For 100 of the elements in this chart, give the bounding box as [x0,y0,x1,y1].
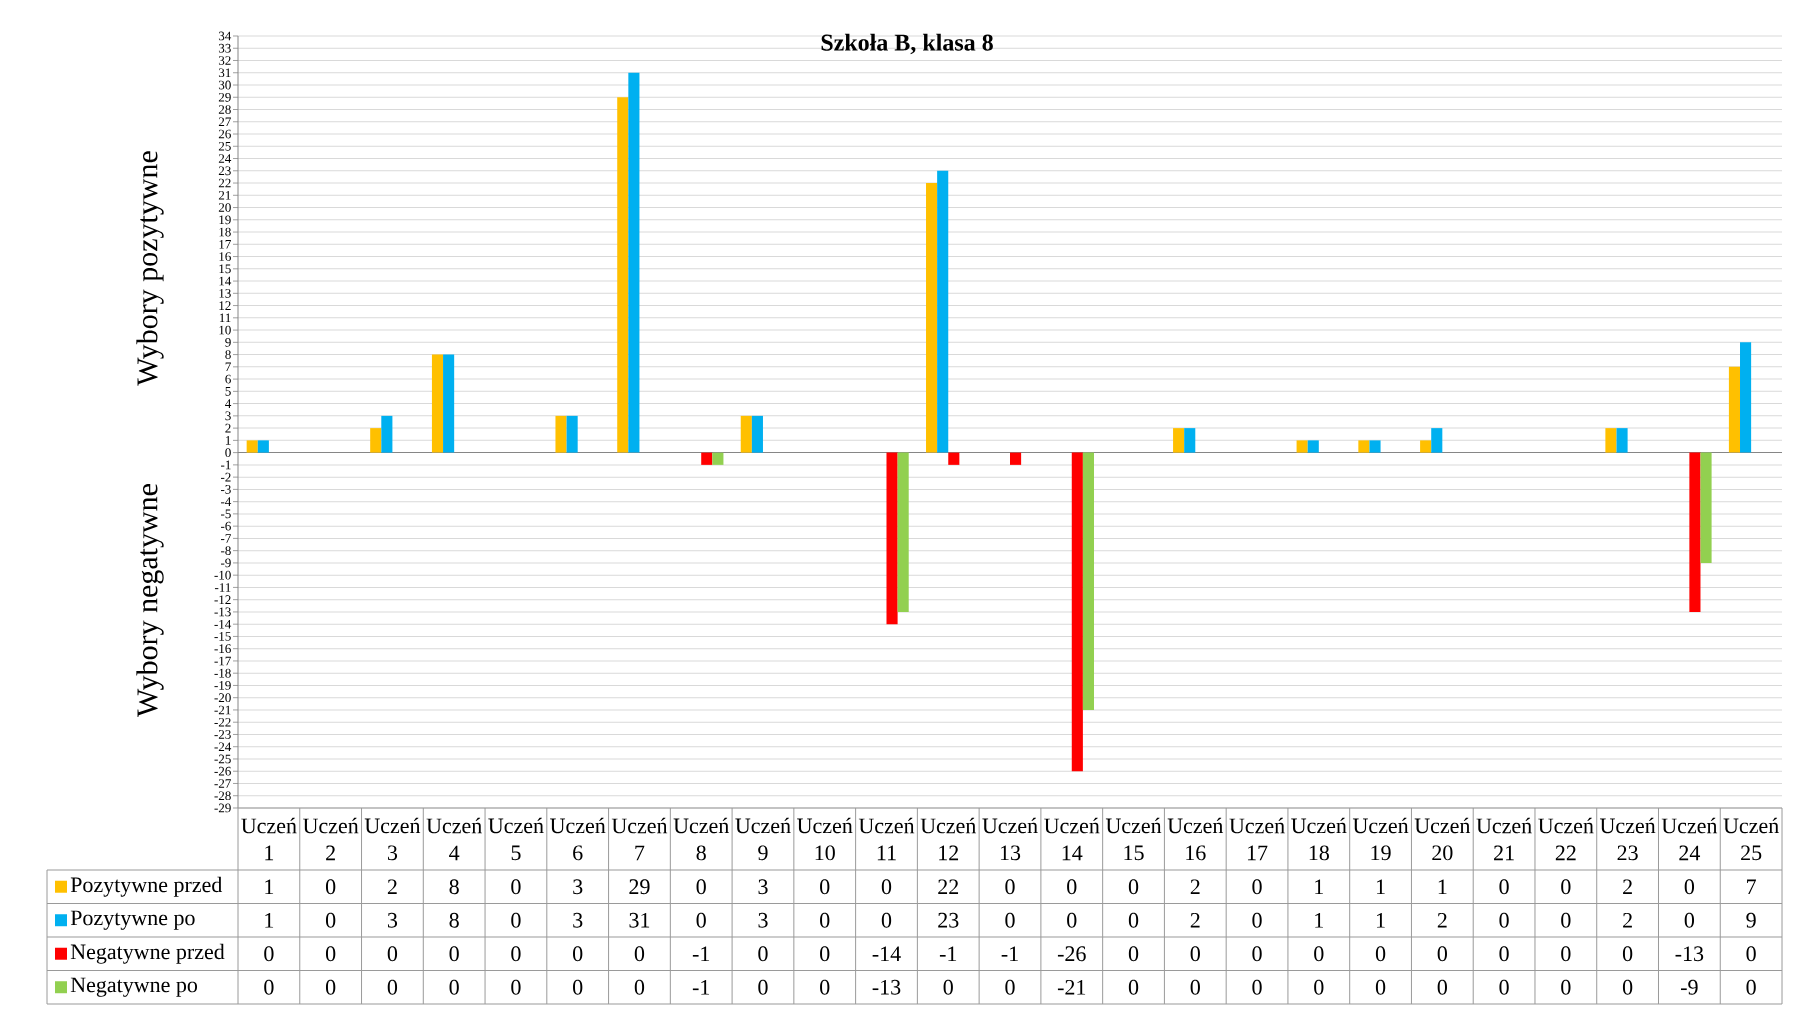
y-tick-label: 33 [218,43,231,53]
data-label: 0 [1746,946,1756,962]
y-tick-label: -13 [214,607,231,617]
bar [617,97,629,453]
y-tick-label: 24 [218,154,232,163]
x-tick-label: Uczeń 1 [241,817,297,861]
data-label: 0 [943,979,953,995]
data-label: 2 [1623,879,1632,895]
data-label: 0 [1499,979,1509,995]
y-tick-label: 25 [218,141,231,151]
x-tick-label: Uczeń 5 [488,817,544,861]
data-label: 0 [1252,979,1262,995]
y-tick-label: 4 [225,399,232,408]
y-tick-label: 10 [219,325,231,335]
bar [1605,428,1617,453]
data-label: 0 [1684,879,1695,895]
data-label: 0 [1005,879,1015,895]
bar [1071,452,1083,772]
data-label: 0 [634,946,645,962]
x-tick-label: Uczeń 4 [426,817,482,861]
y-tick-label: -4 [220,497,232,506]
y-tick-label: -18 [214,668,231,678]
data-label: 0 [264,946,274,962]
data-label: 0 [1128,979,1139,995]
x-tick-label: Uczeń 24 [1661,817,1718,861]
y-tick-label: 2 [225,423,231,433]
data-label: 0 [1561,979,1571,995]
bar [712,452,724,465]
bar [1689,452,1701,612]
bar [628,72,640,453]
data-label: 0 [449,946,459,962]
y-tick-label: 26 [218,129,231,139]
data-label: 0 [325,979,336,995]
x-tick-label: Uczeń 11 [858,817,915,861]
data-label: 0 [820,879,830,895]
data-label: 0 [264,979,274,995]
data-label: 3 [387,912,398,928]
data-label: 1 [1315,912,1323,928]
data-label: 0 [1499,879,1509,895]
bar [370,428,382,453]
y-tick-label: 6 [225,374,231,384]
data-label: 8 [449,912,459,928]
y-tick-label: 18 [219,227,231,237]
y-tick-label: -29 [214,803,231,813]
data-label: 29 [629,879,650,895]
y-tick-label: -9 [220,558,231,568]
data-label: 0 [820,946,830,962]
data-label: 3 [758,879,768,895]
bar [1173,428,1185,453]
data-label: 9 [1746,912,1756,928]
data-label: -13 [1675,946,1704,962]
data-label: 0 [696,912,706,928]
data-label: 0 [1561,946,1571,962]
legend-label: Pozytywne przed [70,876,223,897]
data-label: 0 [511,979,521,995]
y-tick-label: -21 [214,705,231,715]
bar [740,415,752,453]
x-tick-label: Uczeń 2 [303,817,359,861]
bar [886,452,898,625]
y-tick-label: -23 [214,730,231,739]
data-label: 1 [1377,912,1385,928]
x-tick-label: Uczeń 14 [1044,817,1100,861]
data-label: 0 [325,912,336,928]
data-label: 1 [1315,879,1323,894]
data-label: 0 [1561,912,1571,928]
bar [1728,366,1741,453]
y-tick-label: 12 [219,301,231,310]
x-tick-label: Uczeń 9 [735,817,791,861]
bar [948,452,960,465]
data-label: 0 [1314,946,1324,962]
bar [1431,428,1443,453]
data-label: 0 [881,879,892,895]
y-tick-label: 32 [218,56,231,65]
data-label: 3 [573,879,583,895]
data-label: 1 [1438,879,1447,894]
y-tick-label: -5 [220,509,231,519]
x-tick-label: Uczeń 19 [1352,817,1409,861]
data-label: 0 [449,979,459,995]
bar [751,415,763,453]
data-label: 0 [573,946,583,962]
data-label: 8 [449,879,459,895]
data-label: 0 [511,912,521,928]
data-label: 0 [1561,879,1571,895]
x-tick-label: Uczeń 22 [1538,817,1594,861]
y-tick-label: 5 [225,387,231,396]
data-label: 22 [938,879,959,895]
y-tick-label: 31 [218,68,231,78]
y-tick-label: -26 [214,766,231,776]
y-tick-label: -19 [214,681,231,690]
data-label: 3 [573,912,583,928]
y-tick-label: -8 [220,546,231,556]
data-label: 0 [1622,979,1633,995]
data-label: 0 [1499,912,1509,928]
data-label: 0 [1005,979,1015,995]
y-tick-label: 30 [218,80,231,90]
data-label: 0 [1190,979,1200,995]
data-label: 31 [629,912,650,928]
data-label: 2 [1190,912,1200,928]
data-label: 0 [511,879,521,895]
data-label: 0 [696,879,706,895]
